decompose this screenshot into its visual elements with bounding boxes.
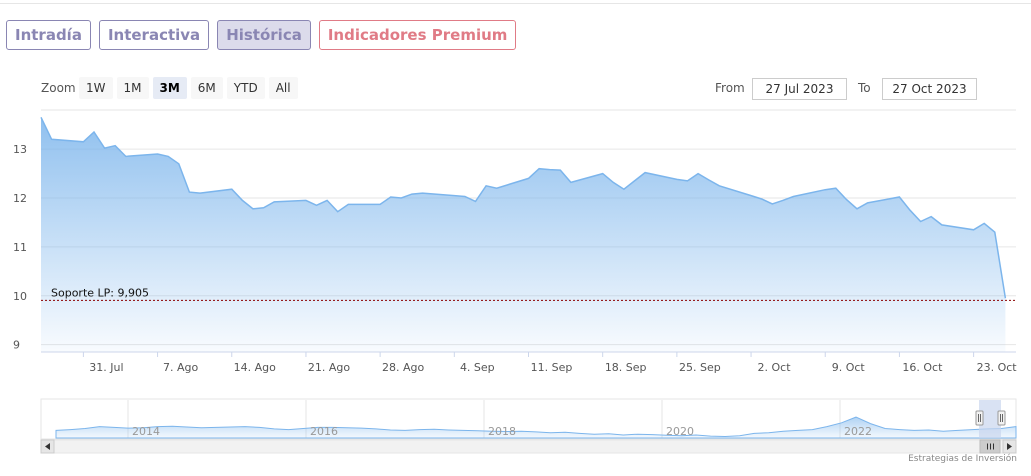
zoom-1m-button[interactable]: 1M — [116, 77, 149, 99]
top-divider — [0, 3, 1031, 4]
x-tick-label: 7. Ago — [163, 361, 198, 374]
scrollbar-grip-icon — [987, 443, 994, 450]
zoom-ytd-button[interactable]: YTD — [226, 77, 265, 99]
chart-credit: Estrategias de Inversión — [908, 454, 1017, 464]
navigator-right-handle[interactable] — [997, 410, 1006, 426]
zoom-label: Zoom — [41, 81, 76, 95]
y-tick-label: 12 — [13, 192, 27, 205]
x-tick-label: 28. Ago — [382, 361, 424, 374]
zoom-all-button[interactable]: All — [268, 77, 298, 99]
x-axis: 31. Jul 7. Ago 14. Ago 21. Ago 28. Ago 4. Sep… — [82, 352, 1018, 374]
tab-interactiva[interactable]: Interactiva — [98, 20, 210, 50]
navigator-year-label: 2018 — [488, 425, 516, 438]
zoom-buttons: 1W 1M 3M 6M YTD All — [79, 77, 298, 99]
x-tick-label: 16. Oct — [902, 361, 943, 374]
x-tick-label: 4. Sep — [460, 361, 495, 374]
x-tick-label: 9. Oct — [832, 361, 866, 374]
y-tick-label: 10 — [13, 290, 27, 303]
navigator-area — [55, 416, 1017, 439]
chart-type-tabs: Intradía Interactiva Histórica Indicador… — [6, 20, 517, 50]
tab-historica[interactable]: Histórica — [217, 20, 311, 50]
scroll-right-arrow-icon — [1007, 443, 1012, 450]
x-tick-label: 14. Ago — [234, 361, 276, 374]
zoom-3m-button[interactable]: 3M — [152, 77, 187, 99]
navigator-year-labels: 2014 2016 2018 2020 2022 — [132, 425, 872, 438]
zoom-1w-button[interactable]: 1W — [79, 77, 113, 99]
range-to-label: To — [858, 81, 871, 95]
support-label: Soporte LP: 9,905 — [51, 286, 149, 299]
x-tick-label: 2. Oct — [758, 361, 792, 374]
y-tick-label: 11 — [13, 241, 27, 254]
navigator[interactable]: 2014 2016 2018 2020 2022 — [40, 398, 1017, 440]
tab-intradia[interactable]: Intradía — [6, 20, 91, 50]
navigator-year-label: 2022 — [844, 425, 872, 438]
x-tick-label: 31. Jul — [89, 361, 123, 374]
navigator-left-handle[interactable] — [975, 410, 984, 426]
price-line — [40, 116, 1007, 299]
range-from-input[interactable]: 27 Jul 2023 — [752, 78, 847, 100]
x-tick-label: 23. Oct — [977, 361, 1018, 374]
scrollbar[interactable] — [40, 439, 1017, 454]
range-from-label: From — [715, 81, 745, 95]
x-tick-label: 11. Sep — [531, 361, 573, 374]
y-tick-label: 13 — [13, 143, 27, 156]
y-axis: 9 10 11 12 13 — [13, 143, 27, 352]
x-tick-label: 25. Sep — [679, 361, 721, 374]
navigator-year-label: 2014 — [132, 425, 160, 438]
navigator-year-label: 2016 — [310, 425, 338, 438]
price-area — [41, 117, 1006, 352]
scrollbar-track[interactable] — [40, 439, 1017, 454]
navigator-selected-window[interactable] — [979, 400, 1001, 438]
scroll-left-arrow-icon — [45, 443, 50, 450]
y-tick-label: 9 — [13, 339, 20, 352]
zoom-6m-button[interactable]: 6M — [190, 77, 223, 99]
x-tick-label: 21. Ago — [308, 361, 350, 374]
support-annotation: Soporte LP: 9,905 — [41, 286, 1016, 301]
x-tick-label: 18. Sep — [605, 361, 647, 374]
range-to-input[interactable]: 27 Oct 2023 — [882, 78, 977, 100]
tab-indicadores-premium[interactable]: Indicadores Premium — [318, 20, 517, 50]
navigator-year-label: 2020 — [666, 425, 694, 438]
